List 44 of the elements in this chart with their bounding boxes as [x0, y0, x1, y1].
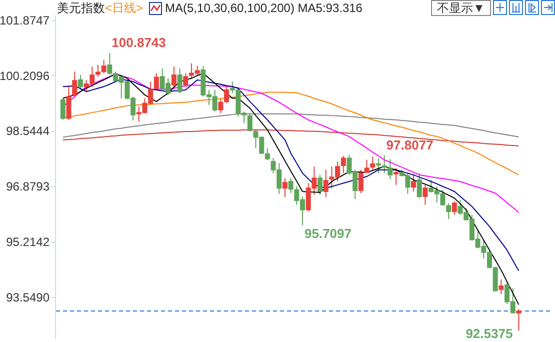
chart-title: 美元指数: [57, 1, 105, 15]
line-series: [62, 113, 520, 138]
candlestick: [446, 202, 452, 220]
candlestick: [416, 172, 422, 199]
candlestick: [340, 155, 346, 174]
candlestick: [66, 86, 72, 120]
candlestick: [516, 308, 522, 332]
candlestick: [388, 158, 393, 180]
candlestick: [171, 66, 176, 88]
annotation: 95.7097: [304, 226, 352, 242]
candlestick: [318, 174, 323, 196]
candlestick: [452, 200, 457, 216]
y-tick-label: 98.5444: [6, 124, 50, 138]
candlestick: [154, 72, 159, 90]
y-tick-label: 93.5490: [6, 290, 50, 305]
candlestick: [382, 154, 387, 174]
candlestick: [264, 148, 270, 160]
candlestick: [183, 72, 188, 88]
candlestick: [498, 278, 504, 295]
candlestick: [247, 113, 252, 132]
candlestick: [288, 178, 294, 194]
candlestick: [393, 168, 398, 186]
y-tick-label: 101.8747: [0, 13, 50, 28]
text: 不显示▼: [431, 0, 491, 16]
candlestick: [370, 156, 376, 170]
candlestick: [411, 174, 416, 192]
candlestick: [177, 68, 182, 94]
candlestick: [101, 59, 106, 74]
annotation: 92.5375: [466, 326, 513, 341]
candlestick: [78, 74, 83, 90]
candlestick: [282, 178, 288, 198]
y-tick-label: 100.2096: [0, 68, 50, 83]
y-tick-label: 95.2142: [6, 235, 50, 250]
candlestick: [422, 184, 428, 206]
candlestick: [323, 169, 328, 198]
candlestick: [376, 158, 381, 174]
candlestick: [72, 71, 78, 98]
chart-subtitle: <日线>: [105, 1, 144, 15]
text: MA(5,10,30,60,100,200) MA5:93.316: [165, 1, 362, 15]
candlestick: [60, 98, 66, 120]
y-tick-label: 96.8793: [6, 180, 50, 194]
annotation: 100.8743: [112, 35, 166, 50]
annotation: 97.8077: [386, 137, 434, 152]
line-series: [62, 72, 520, 306]
